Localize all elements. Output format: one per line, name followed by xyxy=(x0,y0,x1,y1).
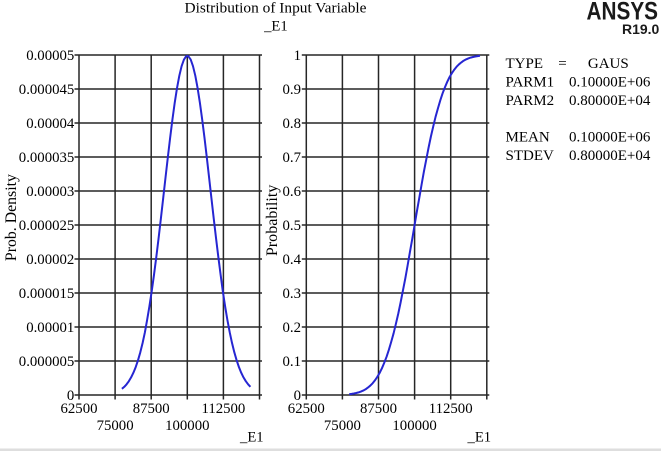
svg-text:100000: 100000 xyxy=(392,418,436,434)
svg-text:PARM1: PARM1 xyxy=(506,74,555,90)
svg-text:0.000015: 0.000015 xyxy=(19,286,75,302)
svg-text:0.00005: 0.00005 xyxy=(26,48,74,64)
svg-text:0.000025: 0.000025 xyxy=(19,218,75,234)
svg-text:ANSYS: ANSYS xyxy=(587,0,659,25)
svg-text:0.00001: 0.00001 xyxy=(26,320,74,336)
svg-text:0.4: 0.4 xyxy=(283,252,302,268)
svg-text:0.5: 0.5 xyxy=(283,218,302,234)
svg-text:0: 0 xyxy=(67,388,74,404)
svg-text:62500: 62500 xyxy=(288,401,325,417)
svg-text:R19.0: R19.0 xyxy=(622,22,659,38)
svg-text:0.9: 0.9 xyxy=(283,82,302,98)
svg-text:_E1: _E1 xyxy=(239,430,264,446)
svg-text:0.000005: 0.000005 xyxy=(19,354,75,370)
svg-text:0.00003: 0.00003 xyxy=(26,184,74,200)
svg-text:_E1: _E1 xyxy=(263,18,288,34)
svg-text:0.80000E+04: 0.80000E+04 xyxy=(569,148,651,164)
svg-text:87500: 87500 xyxy=(133,401,170,417)
svg-text:_E1: _E1 xyxy=(467,430,492,446)
svg-text:112500: 112500 xyxy=(201,401,245,417)
svg-text:0.80000E+04: 0.80000E+04 xyxy=(569,93,651,109)
svg-text:Distribution of Input Variable: Distribution of Input Variable xyxy=(185,1,367,17)
svg-text:Probability: Probability xyxy=(264,184,281,256)
svg-text:=: = xyxy=(558,56,566,72)
svg-text:1: 1 xyxy=(294,48,301,64)
svg-text:100000: 100000 xyxy=(165,418,209,434)
svg-text:0.000045: 0.000045 xyxy=(19,82,75,98)
svg-text:0.00004: 0.00004 xyxy=(26,116,75,132)
svg-text:TYPE: TYPE xyxy=(506,56,544,72)
svg-text:75000: 75000 xyxy=(324,418,361,434)
svg-text:0: 0 xyxy=(294,388,301,404)
svg-text:0.00002: 0.00002 xyxy=(26,252,74,268)
svg-text:0.3: 0.3 xyxy=(283,286,302,302)
svg-text:0.8: 0.8 xyxy=(283,116,302,132)
svg-text:0.2: 0.2 xyxy=(283,320,302,336)
svg-text:MEAN: MEAN xyxy=(506,130,550,146)
svg-text:0.6: 0.6 xyxy=(283,184,302,200)
svg-text:112500: 112500 xyxy=(429,401,473,417)
svg-text:0.10000E+06: 0.10000E+06 xyxy=(569,74,651,90)
svg-text:62500: 62500 xyxy=(61,401,98,417)
svg-text:GAUS: GAUS xyxy=(588,56,629,72)
svg-text:75000: 75000 xyxy=(97,418,134,434)
svg-text:Prob. Density: Prob. Density xyxy=(3,174,20,261)
svg-text:0.10000E+06: 0.10000E+06 xyxy=(569,130,651,146)
svg-text:STDEV: STDEV xyxy=(506,148,555,164)
svg-text:PARM2: PARM2 xyxy=(506,93,555,109)
svg-text:0.000035: 0.000035 xyxy=(19,150,75,166)
svg-text:0.7: 0.7 xyxy=(283,150,302,166)
svg-text:0.1: 0.1 xyxy=(283,354,302,370)
svg-text:87500: 87500 xyxy=(360,401,397,417)
